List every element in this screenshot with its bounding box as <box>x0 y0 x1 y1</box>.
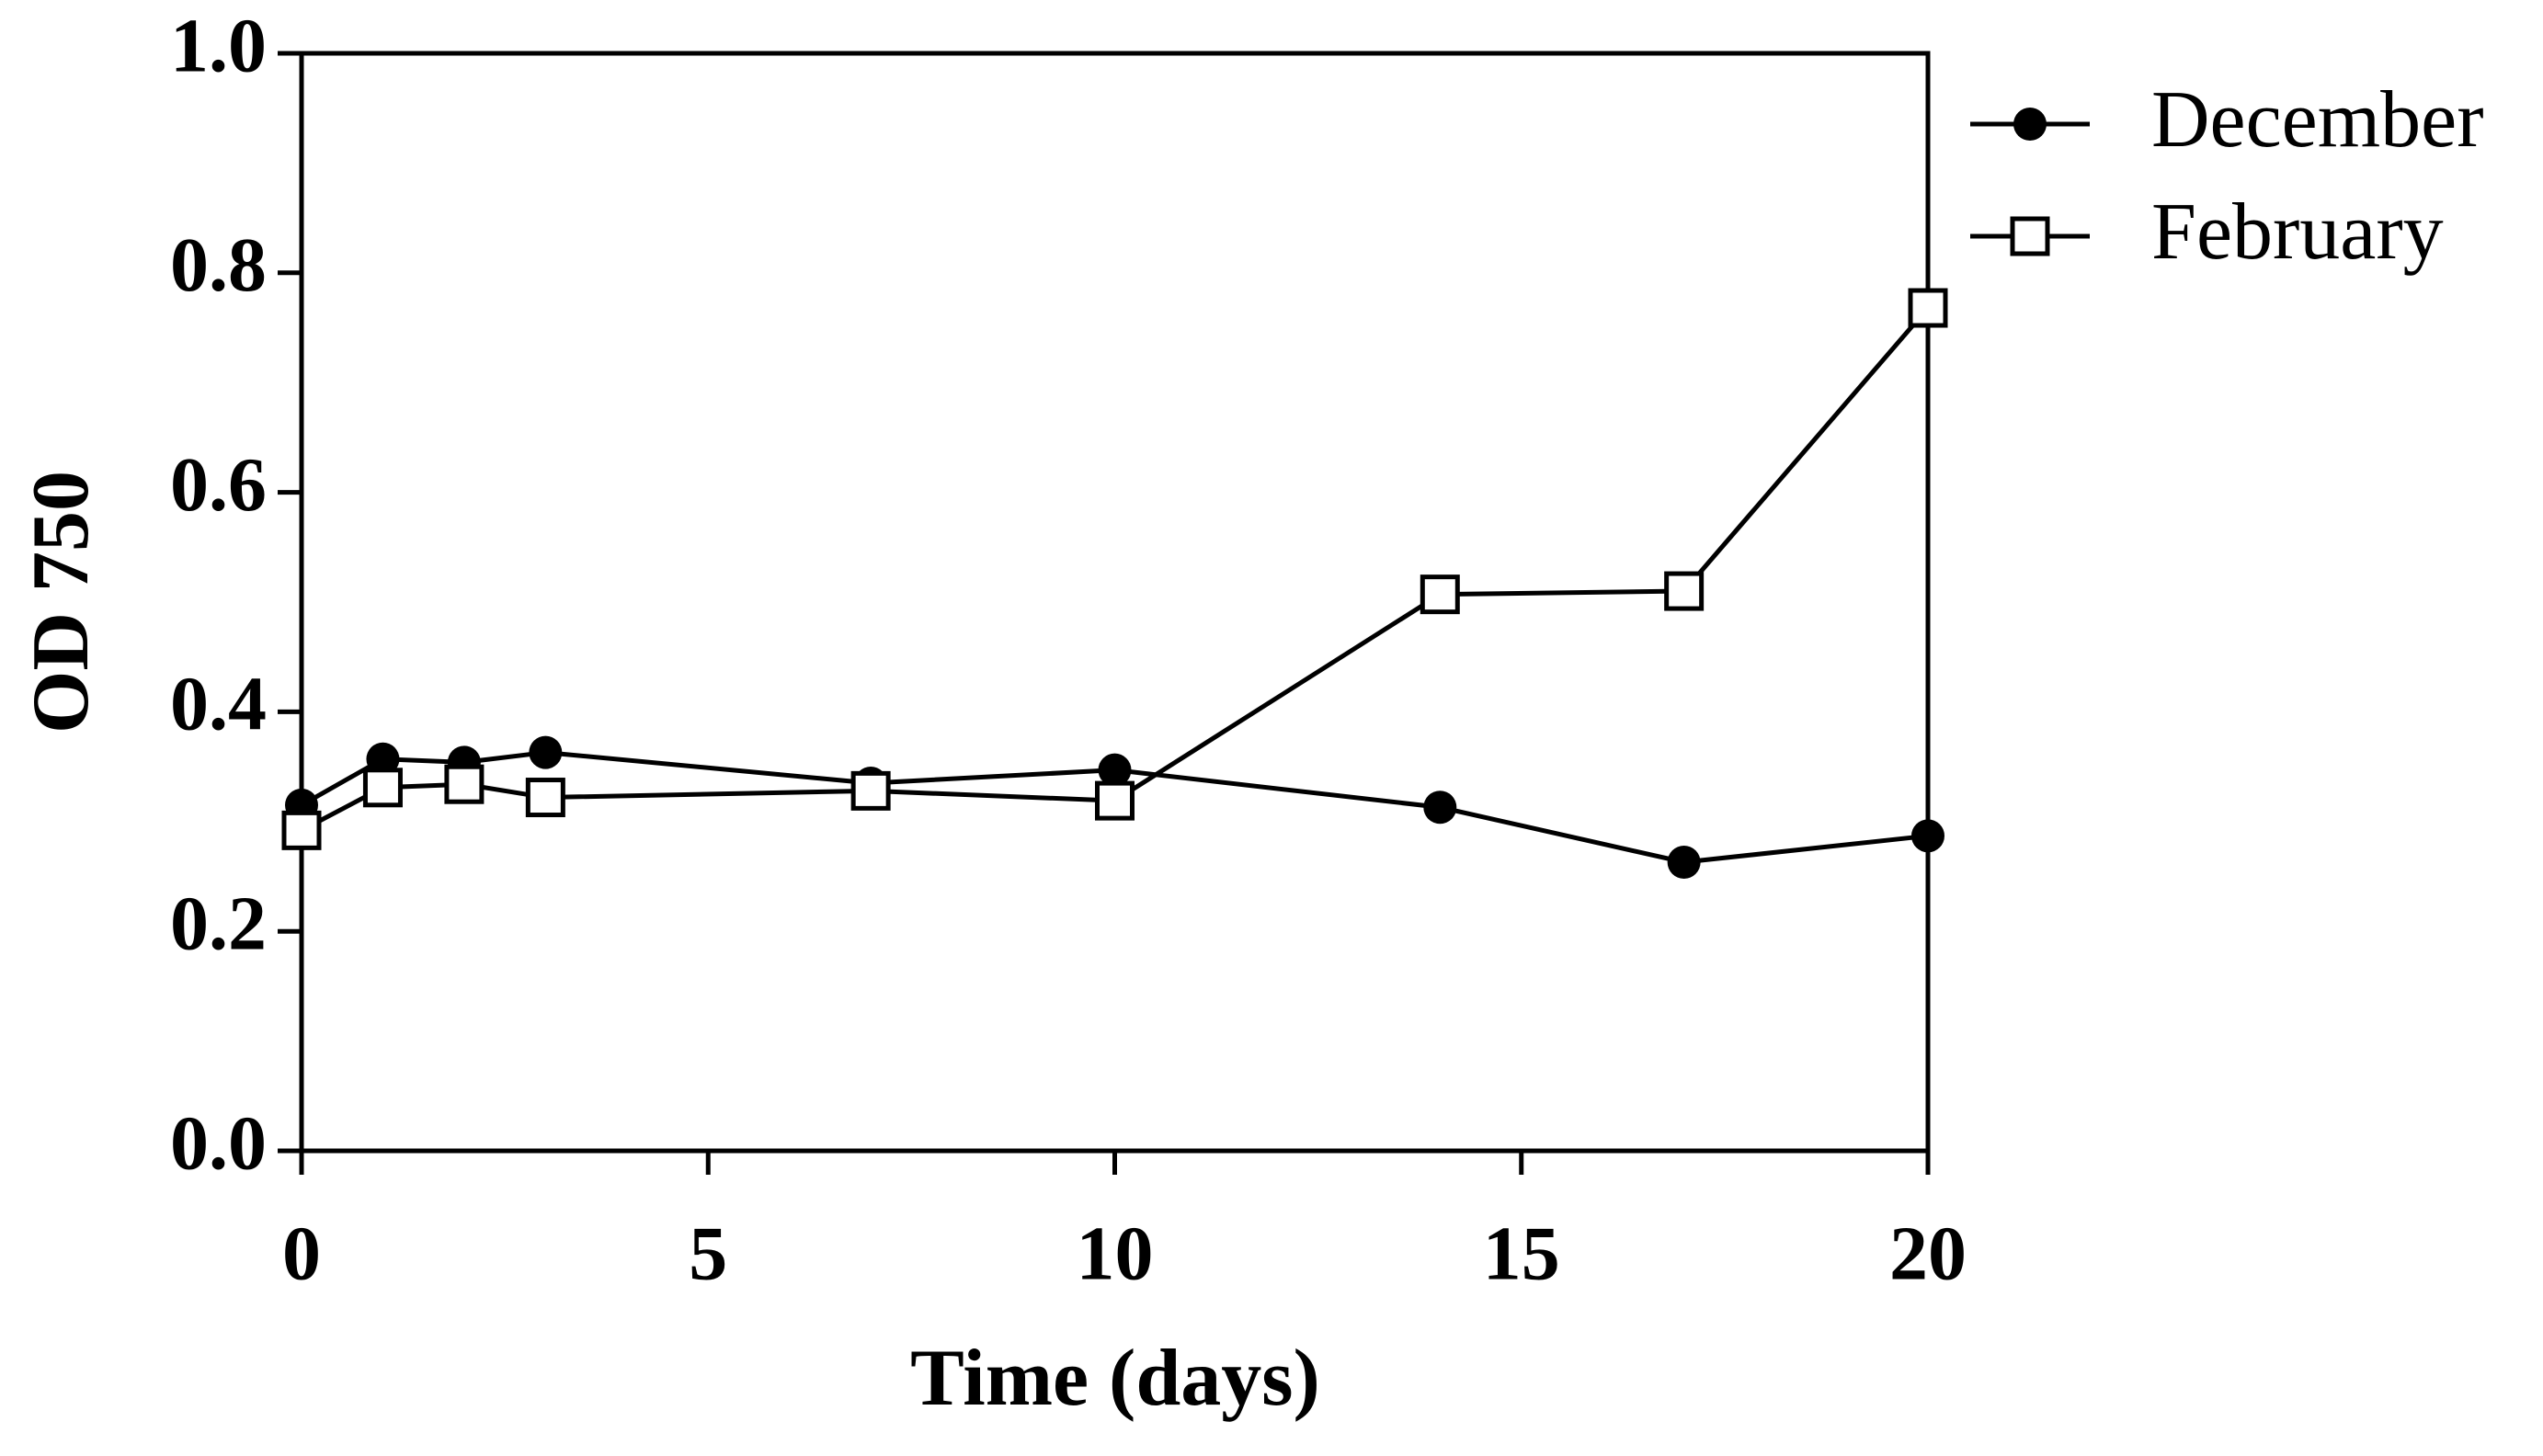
data-point <box>366 742 400 776</box>
x-tick-label: 15 <box>1483 1211 1560 1296</box>
y-axis-title: OD 750 <box>17 471 106 734</box>
y-tick-label: 0.4 <box>170 662 267 747</box>
data-point <box>281 810 322 850</box>
legend-marker <box>2010 216 2050 256</box>
data-point <box>1908 288 1948 328</box>
y-tick-label: 0.0 <box>170 1100 267 1186</box>
data-point <box>1095 780 1135 821</box>
data-point <box>1098 753 1132 787</box>
legend-label: February <box>2151 188 2444 277</box>
data-point <box>444 764 485 804</box>
x-tick-label: 5 <box>689 1211 727 1296</box>
data-point <box>525 778 565 818</box>
data-point <box>1911 819 1944 853</box>
x-tick-label: 10 <box>1077 1211 1154 1296</box>
y-tick-label: 0.2 <box>170 881 267 966</box>
data-point <box>1420 574 1460 615</box>
y-tick-label: 1.0 <box>170 3 267 88</box>
x-tick-label: 20 <box>1889 1211 1967 1296</box>
x-axis-title: Time (days) <box>910 1334 1320 1423</box>
data-point <box>529 735 563 769</box>
y-tick-label: 0.8 <box>170 222 267 308</box>
legend-marker <box>2013 108 2047 141</box>
data-point <box>1423 791 1457 825</box>
data-point <box>1667 845 1701 879</box>
legend-label: December <box>2151 75 2484 165</box>
y-tick-label: 0.6 <box>170 442 267 528</box>
data-point <box>850 770 891 811</box>
data-point <box>1664 571 1705 611</box>
x-tick-label: 0 <box>282 1211 321 1296</box>
data-point <box>362 768 403 808</box>
